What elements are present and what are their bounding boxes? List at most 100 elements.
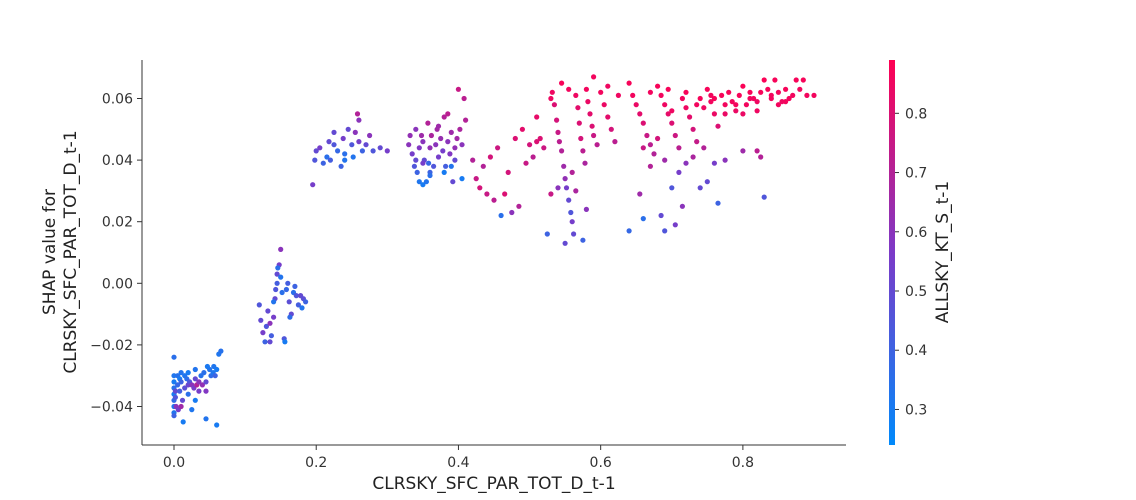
data-point (569, 219, 575, 225)
data-point (441, 169, 447, 175)
data-point (793, 77, 799, 83)
data-point (331, 129, 337, 135)
data-point (414, 169, 420, 175)
data-point (683, 89, 689, 95)
data-point (293, 293, 299, 299)
data-point (758, 154, 764, 160)
data-point (177, 388, 183, 394)
data-point (340, 135, 346, 142)
data-point (683, 105, 689, 111)
data-point (555, 185, 561, 191)
data-point (204, 363, 210, 370)
data-point (704, 179, 710, 185)
colorbar-ticks: 0.3 0.4 0.5 0.6 0.7 0.8 (895, 106, 927, 418)
data-point (265, 308, 271, 314)
data-point (651, 151, 657, 157)
data-point (711, 95, 718, 102)
data-point (775, 102, 782, 108)
data-point (754, 108, 760, 114)
data-point (470, 157, 476, 163)
data-point (267, 339, 273, 345)
data-point (711, 160, 718, 166)
data-point (658, 212, 664, 219)
data-point (185, 370, 191, 376)
data-point (672, 132, 678, 139)
data-point (722, 157, 728, 163)
data-point (459, 142, 465, 148)
data-point (672, 222, 678, 228)
data-point (591, 132, 597, 139)
data-point (800, 77, 806, 83)
data-point (275, 265, 281, 271)
data-point (647, 89, 654, 95)
data-point (426, 160, 432, 166)
data-point (448, 129, 454, 135)
data-point (285, 280, 291, 286)
data-point (615, 92, 622, 98)
data-point (180, 419, 186, 425)
colorbar (889, 60, 895, 445)
data-point (704, 86, 710, 92)
data-point (772, 77, 778, 83)
data-point (295, 302, 301, 308)
x-tick-label: 0.4 (447, 455, 469, 471)
data-point (562, 240, 568, 246)
data-point (797, 86, 803, 92)
data-point (267, 320, 273, 326)
data-point (310, 182, 316, 188)
data-point (345, 126, 351, 132)
y-ticks: −0.04 −0.02 0.00 0.02 0.04 0.06 (90, 92, 142, 416)
data-point (669, 108, 675, 114)
data-point (363, 142, 369, 148)
data-point (450, 179, 456, 185)
data-point (523, 160, 529, 166)
data-point (196, 379, 202, 385)
data-point (260, 330, 266, 336)
data-point (192, 376, 198, 382)
data-point (669, 120, 675, 126)
data-point (420, 139, 426, 145)
data-point (342, 151, 348, 157)
data-point (274, 271, 280, 277)
data-point (201, 370, 207, 376)
data-point (487, 154, 493, 160)
data-point (559, 80, 565, 86)
data-point (178, 370, 184, 376)
x-tick-label: 0.0 (163, 455, 185, 471)
data-point (413, 126, 419, 132)
data-point (428, 132, 434, 139)
y-tick-label: 0.04 (102, 153, 133, 169)
data-point (676, 145, 682, 151)
data-point (258, 317, 264, 323)
data-point (626, 228, 632, 234)
data-point (473, 176, 479, 182)
data-point (740, 83, 746, 89)
data-point (352, 129, 358, 135)
data-point (573, 188, 579, 194)
data-point (416, 179, 422, 185)
data-point (637, 191, 643, 197)
data-point (697, 185, 703, 191)
data-point (509, 209, 515, 216)
data-point (420, 182, 426, 188)
data-point (530, 154, 536, 160)
data-point (268, 333, 274, 339)
data-point (662, 102, 668, 108)
data-point (626, 80, 632, 86)
data-point (203, 379, 209, 385)
y-axis-title-line-2: CLRSKY_SFC_PAR_TOT_D_t-1 (61, 130, 81, 373)
data-point (495, 145, 501, 151)
data-point (722, 102, 728, 108)
data-point (320, 160, 326, 166)
data-point (480, 163, 486, 169)
data-point (203, 388, 209, 394)
data-point (598, 89, 604, 95)
data-point (589, 123, 595, 129)
data-point (211, 363, 217, 370)
data-point (196, 388, 202, 394)
data-point (694, 102, 700, 108)
data-point (512, 135, 518, 142)
data-point (587, 111, 593, 117)
data-point (655, 83, 661, 89)
data-point (411, 163, 417, 169)
